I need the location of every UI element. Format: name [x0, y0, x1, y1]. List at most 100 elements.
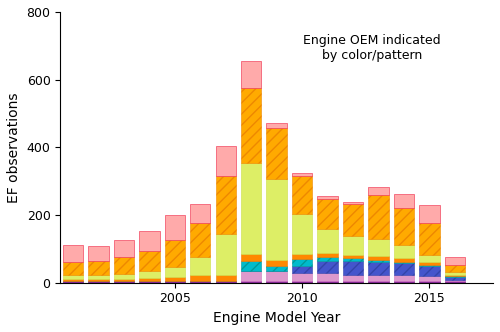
Bar	[394, 275, 414, 282]
Bar	[63, 275, 83, 279]
Bar	[216, 275, 236, 282]
Bar	[241, 282, 262, 283]
Bar	[190, 282, 210, 283]
Bar	[444, 257, 465, 265]
Bar	[444, 275, 465, 276]
Bar	[444, 265, 465, 272]
Bar	[444, 277, 465, 280]
Bar	[190, 257, 210, 275]
Bar	[164, 240, 185, 267]
Bar	[216, 234, 236, 275]
Bar	[88, 275, 108, 279]
Bar	[318, 261, 338, 273]
Bar	[368, 260, 388, 262]
Bar	[419, 276, 440, 282]
Bar	[343, 258, 363, 261]
Bar	[266, 271, 287, 282]
Bar	[63, 262, 83, 275]
Bar	[343, 275, 363, 282]
Bar	[318, 229, 338, 253]
X-axis label: Engine Model Year: Engine Model Year	[213, 311, 340, 325]
Bar	[394, 282, 414, 283]
Bar	[318, 282, 338, 283]
Bar	[88, 261, 108, 275]
Bar	[63, 282, 83, 283]
Bar	[394, 258, 414, 262]
Bar	[241, 88, 262, 163]
Bar	[63, 279, 83, 282]
Bar	[190, 275, 210, 282]
Bar	[266, 123, 287, 128]
Bar	[318, 199, 338, 229]
Bar	[164, 282, 185, 283]
Bar	[216, 177, 236, 234]
Bar	[419, 265, 440, 266]
Bar	[292, 273, 312, 282]
Bar	[318, 196, 338, 199]
Bar	[394, 245, 414, 258]
Bar	[292, 177, 312, 214]
Bar	[318, 273, 338, 282]
Bar	[88, 246, 108, 261]
Bar	[343, 255, 363, 258]
Bar	[419, 266, 440, 276]
Bar	[114, 282, 134, 283]
Bar	[114, 279, 134, 282]
Bar	[444, 280, 465, 282]
Bar	[190, 204, 210, 223]
Bar	[368, 262, 388, 275]
Bar	[139, 278, 160, 282]
Bar	[139, 271, 160, 278]
Bar	[216, 146, 236, 177]
Bar	[444, 272, 465, 275]
Bar	[368, 256, 388, 260]
Bar	[292, 214, 312, 254]
Bar	[241, 61, 262, 88]
Bar	[318, 257, 338, 261]
Bar	[368, 275, 388, 282]
Bar	[216, 282, 236, 283]
Bar	[419, 223, 440, 255]
Bar	[241, 271, 262, 282]
Bar	[114, 274, 134, 279]
Bar	[164, 267, 185, 277]
Bar	[368, 187, 388, 195]
Bar	[343, 236, 363, 255]
Text: Engine OEM indicated
by color/pattern: Engine OEM indicated by color/pattern	[303, 34, 440, 62]
Bar	[241, 254, 262, 261]
Bar	[419, 255, 440, 262]
Bar	[444, 276, 465, 277]
Bar	[318, 253, 338, 257]
Bar	[139, 251, 160, 271]
Bar	[343, 282, 363, 283]
Bar	[444, 282, 465, 283]
Bar	[368, 195, 388, 239]
Bar	[241, 163, 262, 254]
Bar	[368, 239, 388, 256]
Bar	[394, 264, 414, 275]
Bar	[292, 173, 312, 177]
Bar	[63, 245, 83, 262]
Bar	[343, 261, 363, 275]
Bar	[241, 261, 262, 271]
Bar	[394, 208, 414, 245]
Bar	[266, 282, 287, 283]
Bar	[266, 266, 287, 271]
Bar	[164, 277, 185, 282]
Bar	[292, 282, 312, 283]
Bar	[368, 282, 388, 283]
Bar	[266, 179, 287, 260]
Bar	[190, 223, 210, 257]
Y-axis label: EF observations: EF observations	[7, 92, 21, 203]
Bar	[139, 282, 160, 283]
Bar	[394, 262, 414, 264]
Bar	[292, 259, 312, 266]
Bar	[266, 128, 287, 179]
Bar	[266, 260, 287, 266]
Bar	[114, 257, 134, 274]
Bar	[394, 194, 414, 208]
Bar	[343, 204, 363, 236]
Bar	[419, 262, 440, 265]
Bar	[139, 231, 160, 251]
Bar	[88, 282, 108, 283]
